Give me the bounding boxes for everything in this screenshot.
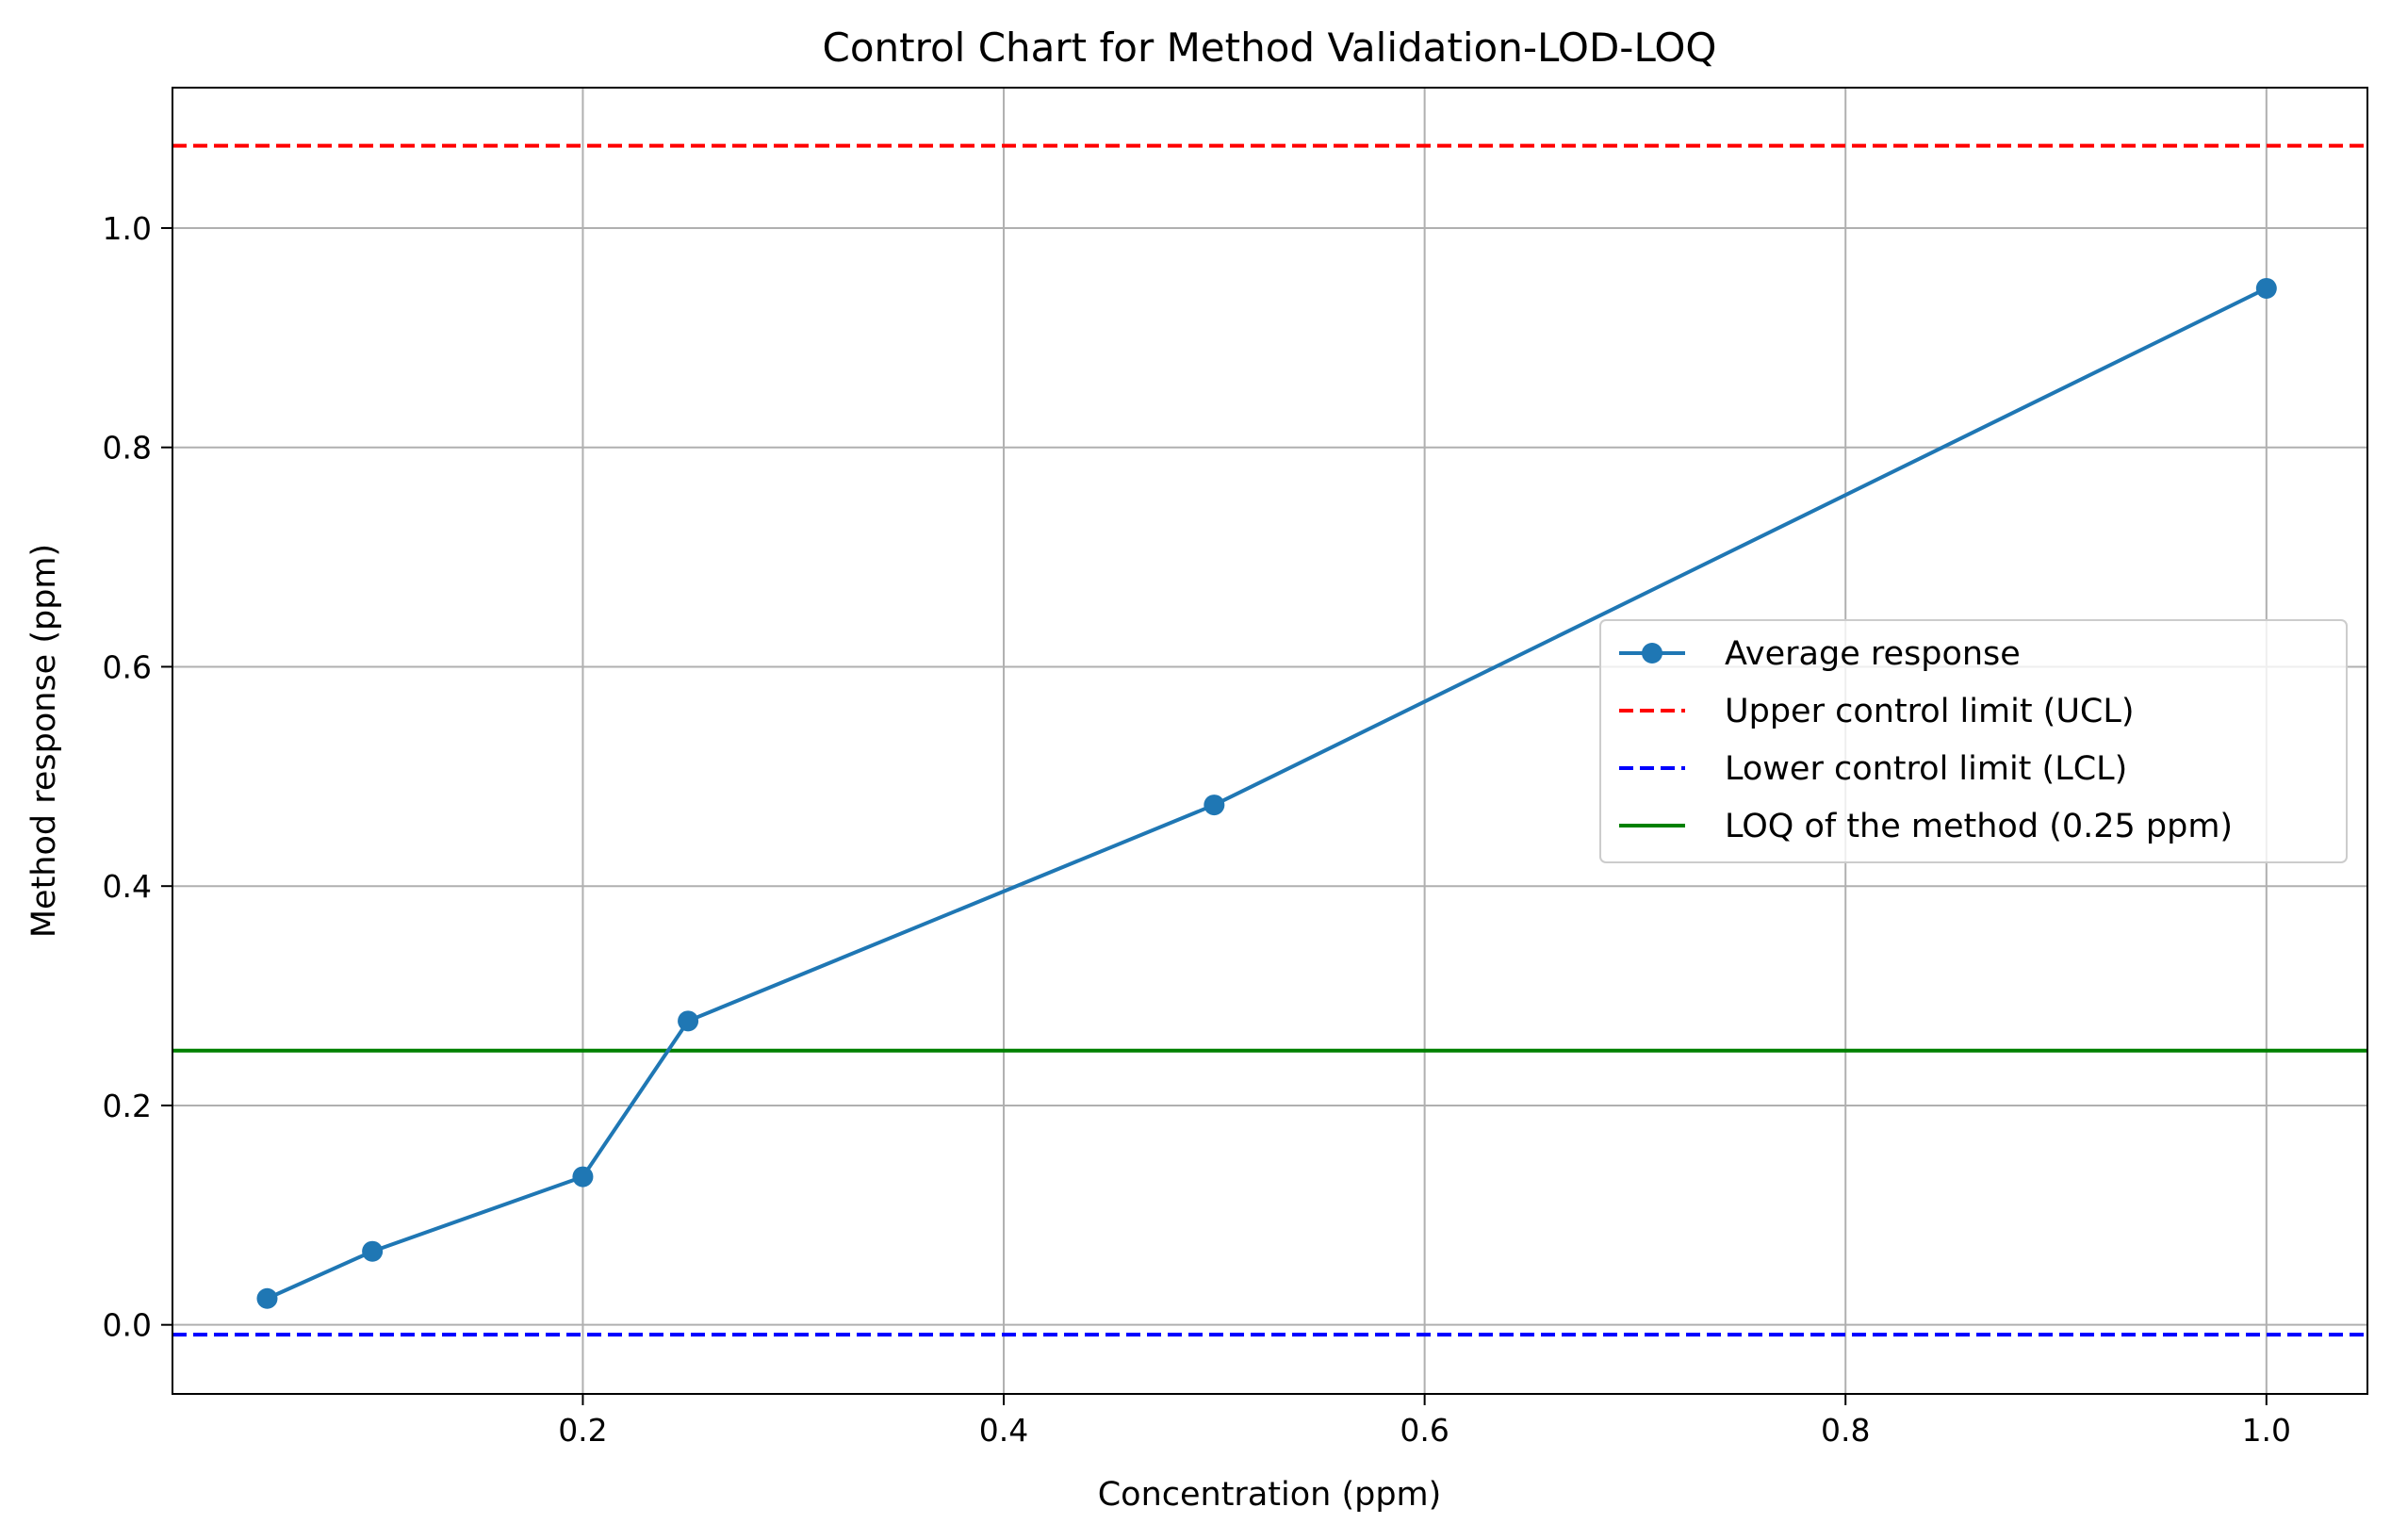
legend-marker: [1642, 643, 1662, 664]
y-tick-label: 1.0: [103, 210, 152, 247]
x-tick-label: 0.4: [979, 1412, 1028, 1449]
y-axis-ticks: 0.0 0.2 0.4 0.6 0.8 1.0: [103, 210, 172, 1344]
x-tick-label: 0.2: [558, 1412, 607, 1449]
x-axis-title: Concentration (ppm): [1098, 1476, 1442, 1514]
legend-label: Lower control limit (LCL): [1725, 750, 2127, 788]
y-tick-label: 0.2: [103, 1088, 152, 1124]
x-tick-label: 0.8: [1821, 1412, 1870, 1449]
series-layer: [256, 277, 2277, 1309]
y-tick-label: 0.6: [103, 648, 152, 685]
y-axis-title: Method response (ppm): [25, 544, 63, 938]
series-line: [266, 287, 2268, 1301]
y-tick-label: 0.0: [103, 1307, 152, 1344]
legend-items: Average response Upper control limit (UCL…: [1619, 635, 2233, 845]
legend-label: Upper control limit (UCL): [1725, 693, 2135, 730]
plot-frame: [172, 87, 2368, 1395]
legend-label: LOQ of the method (0.25 ppm): [1725, 808, 2233, 845]
data-point: [2255, 277, 2277, 299]
y-tick-label: 0.8: [103, 430, 152, 467]
data-point: [256, 1287, 278, 1309]
x-axis-ticks: 0.2 0.4 0.6 0.8 1.0: [558, 1394, 2291, 1449]
y-tick-label: 0.4: [103, 868, 152, 905]
legend-label: Average response: [1725, 635, 2021, 673]
grid-lines: [172, 88, 2367, 1394]
data-point: [572, 1166, 594, 1188]
chart-title: Control Chart for Method Validation-LOD-…: [823, 25, 1717, 71]
x-tick-label: 1.0: [2242, 1412, 2291, 1449]
legend-box: [1599, 619, 2348, 863]
reference-lines: [172, 143, 2367, 1337]
legend: Average response Upper control limit (UCL…: [1599, 619, 2348, 863]
x-tick-label: 0.6: [1400, 1412, 1449, 1449]
data-point: [678, 1010, 699, 1032]
data-point: [362, 1240, 384, 1262]
data-point: [1204, 795, 1225, 816]
